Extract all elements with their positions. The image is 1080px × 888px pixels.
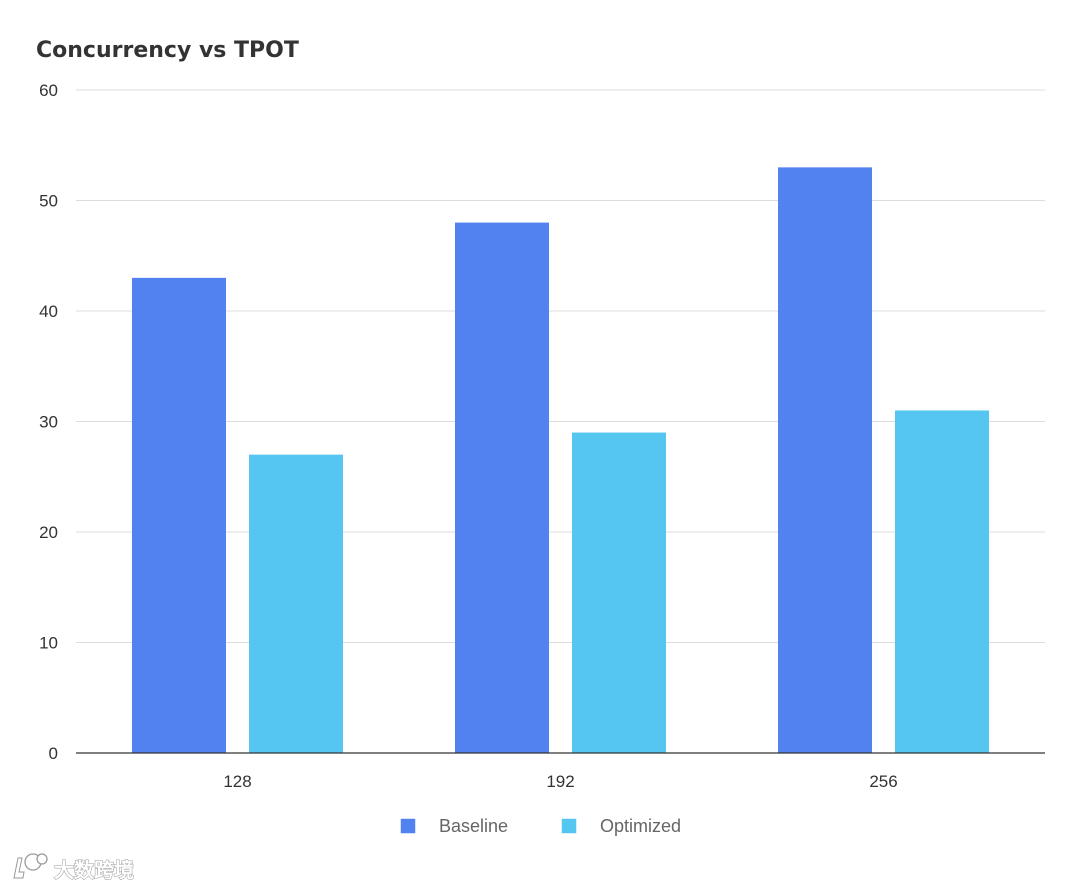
bar-optimized-128[interactable] bbox=[249, 454, 343, 753]
legend-label-baseline: Baseline bbox=[439, 816, 508, 836]
legend-item-baseline[interactable]: Baseline bbox=[399, 816, 508, 836]
legend-swatch-baseline bbox=[399, 817, 417, 835]
bar-optimized-256[interactable] bbox=[895, 410, 989, 753]
y-tick-label: 20 bbox=[39, 523, 58, 542]
bar-baseline-256[interactable] bbox=[778, 167, 872, 754]
x-tick-label: 256 bbox=[869, 772, 897, 791]
y-axis-ticks: 0 10 20 30 40 50 60 bbox=[39, 81, 58, 763]
watermark-text: 大数跨境 bbox=[54, 858, 134, 882]
chart-title: Concurrency vs TPOT bbox=[36, 38, 299, 63]
x-axis-ticks: 128 192 256 bbox=[223, 772, 897, 791]
watermark: 大数跨境 bbox=[13, 853, 135, 883]
logo-icon bbox=[13, 853, 48, 879]
legend-label-optimized: Optimized bbox=[600, 816, 681, 836]
y-tick-label: 60 bbox=[39, 81, 58, 100]
y-tick-label: 40 bbox=[39, 302, 58, 321]
y-tick-label: 0 bbox=[49, 744, 58, 763]
bar-baseline-128[interactable] bbox=[132, 277, 226, 753]
y-tick-label: 50 bbox=[39, 192, 58, 211]
legend-item-optimized[interactable]: Optimized bbox=[560, 816, 681, 836]
legend-swatch-optimized bbox=[560, 817, 578, 835]
legend: Baseline Optimized bbox=[399, 816, 681, 836]
bar-baseline-192[interactable] bbox=[455, 222, 549, 754]
y-tick-label: 30 bbox=[39, 413, 58, 432]
gridlines bbox=[76, 89, 1045, 643]
x-tick-label: 192 bbox=[546, 772, 574, 791]
bars bbox=[132, 167, 989, 754]
bar-optimized-192[interactable] bbox=[572, 432, 666, 753]
x-tick-label: 128 bbox=[223, 772, 251, 791]
y-tick-label: 10 bbox=[39, 634, 58, 653]
